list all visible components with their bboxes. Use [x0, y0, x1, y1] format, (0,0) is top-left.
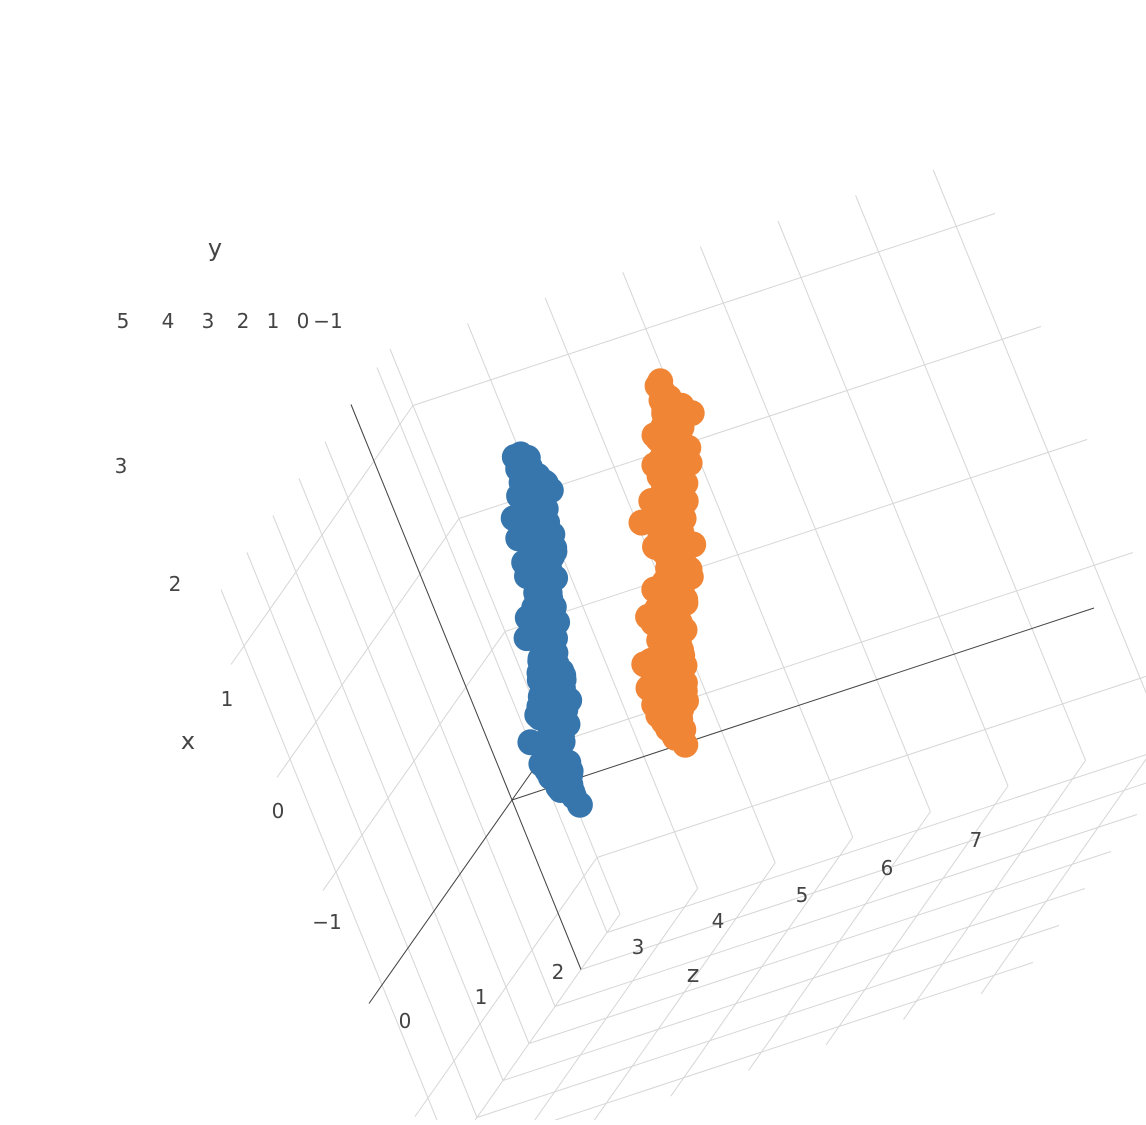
- y-gridline: [538, 962, 1034, 1125]
- z-gridline: [467, 323, 699, 889]
- y-gridline: [502, 888, 1086, 1081]
- y-tick-label: 4: [162, 309, 175, 333]
- x-tick-label: 2: [169, 572, 182, 596]
- z-gridline: [389, 348, 621, 915]
- z-gridline: [777, 220, 1009, 787]
- y-gridline: [324, 441, 556, 1007]
- data-point: [544, 765, 571, 791]
- data-point: [655, 575, 682, 602]
- data-point: [657, 453, 684, 480]
- data-point: [526, 503, 553, 530]
- y-zeroline: [368, 744, 552, 1004]
- data-point: [530, 546, 557, 573]
- data-point: [525, 566, 552, 593]
- data-point: [672, 731, 699, 758]
- z-gridline: [747, 811, 931, 1071]
- x-gridline: [596, 675, 1146, 858]
- z-axis-title: z: [687, 960, 700, 988]
- y-gridline: [220, 589, 440, 1125]
- z-gridline: [903, 760, 1087, 1020]
- y-gridline: [246, 552, 478, 1118]
- x-gridline: [412, 213, 996, 406]
- data-point: [668, 480, 695, 507]
- y-gridline: [298, 478, 530, 1044]
- data-point: [532, 678, 558, 705]
- data-point: [655, 405, 682, 432]
- y-tick-label: 2: [237, 309, 250, 333]
- series-2-points: [628, 368, 707, 758]
- z-gridline: [980, 758, 1146, 995]
- z-tick-label: 2: [552, 960, 565, 984]
- axis-lines: [350, 404, 1095, 1004]
- series-1-points: [500, 441, 593, 818]
- z-gridline: [855, 195, 1087, 761]
- data-point: [505, 525, 532, 552]
- x-gridline: [550, 552, 1134, 745]
- data-point: [647, 368, 674, 395]
- z-gridline: [699, 246, 931, 812]
- data-point: [530, 617, 557, 643]
- y-tick-label: 1: [267, 309, 280, 333]
- data-point: [527, 591, 554, 618]
- y-tick-label: 5: [117, 309, 130, 333]
- z-gridline: [471, 913, 621, 1125]
- data-point: [639, 653, 666, 680]
- x-tick-label: 3: [115, 454, 128, 478]
- data-point: [665, 669, 692, 696]
- y-gridline: [528, 851, 1112, 1044]
- z-tick-label: 1: [475, 985, 488, 1009]
- data-point: [648, 496, 675, 523]
- y-gridline: [476, 925, 1060, 1118]
- z-gridline: [932, 169, 1146, 694]
- z-tick-label: 3: [632, 935, 645, 959]
- z-tick-label: 0: [399, 1009, 412, 1033]
- data-point: [647, 605, 674, 631]
- data-points: [500, 368, 707, 818]
- data-point: [536, 700, 563, 727]
- y-axis-title: y: [208, 234, 222, 262]
- data-point: [505, 455, 532, 482]
- x-tick-label: 0: [272, 799, 285, 823]
- z-tick-label: 7: [970, 828, 983, 852]
- data-point: [664, 513, 691, 540]
- z-gridline: [825, 785, 1009, 1046]
- y-gridline: [580, 782, 1146, 970]
- z-gridline: [530, 888, 699, 1125]
- x-zeroline: [350, 404, 582, 970]
- z-tick-label: 6: [881, 856, 894, 880]
- y-gridline: [376, 367, 608, 933]
- tick-labels: 5 4 3 2 1 0 −1 3 2 1 0 −1 0 1 2 3 4 5 6 …: [115, 234, 983, 1033]
- y-gridline: [272, 515, 504, 1081]
- x-axis-title: x: [181, 727, 195, 755]
- z-gridline: [622, 272, 854, 838]
- z-tick-label: 4: [712, 909, 725, 933]
- y-tick-label: −1: [313, 309, 342, 333]
- y-tick-label: 0: [297, 309, 310, 333]
- y-gridline: [554, 814, 1138, 1007]
- data-point: [651, 706, 678, 733]
- z-gridline: [670, 836, 854, 1097]
- z-gridline: [592, 862, 776, 1123]
- data-point: [543, 734, 570, 761]
- x-tick-label: −1: [312, 910, 341, 934]
- x-gridline: [504, 439, 1088, 632]
- y-gridline: [606, 754, 1146, 933]
- x-tick-label: 1: [221, 687, 234, 711]
- y-tick-label: 3: [202, 309, 215, 333]
- z-zeroline: [511, 607, 1095, 801]
- z-tick-label: 5: [796, 883, 809, 907]
